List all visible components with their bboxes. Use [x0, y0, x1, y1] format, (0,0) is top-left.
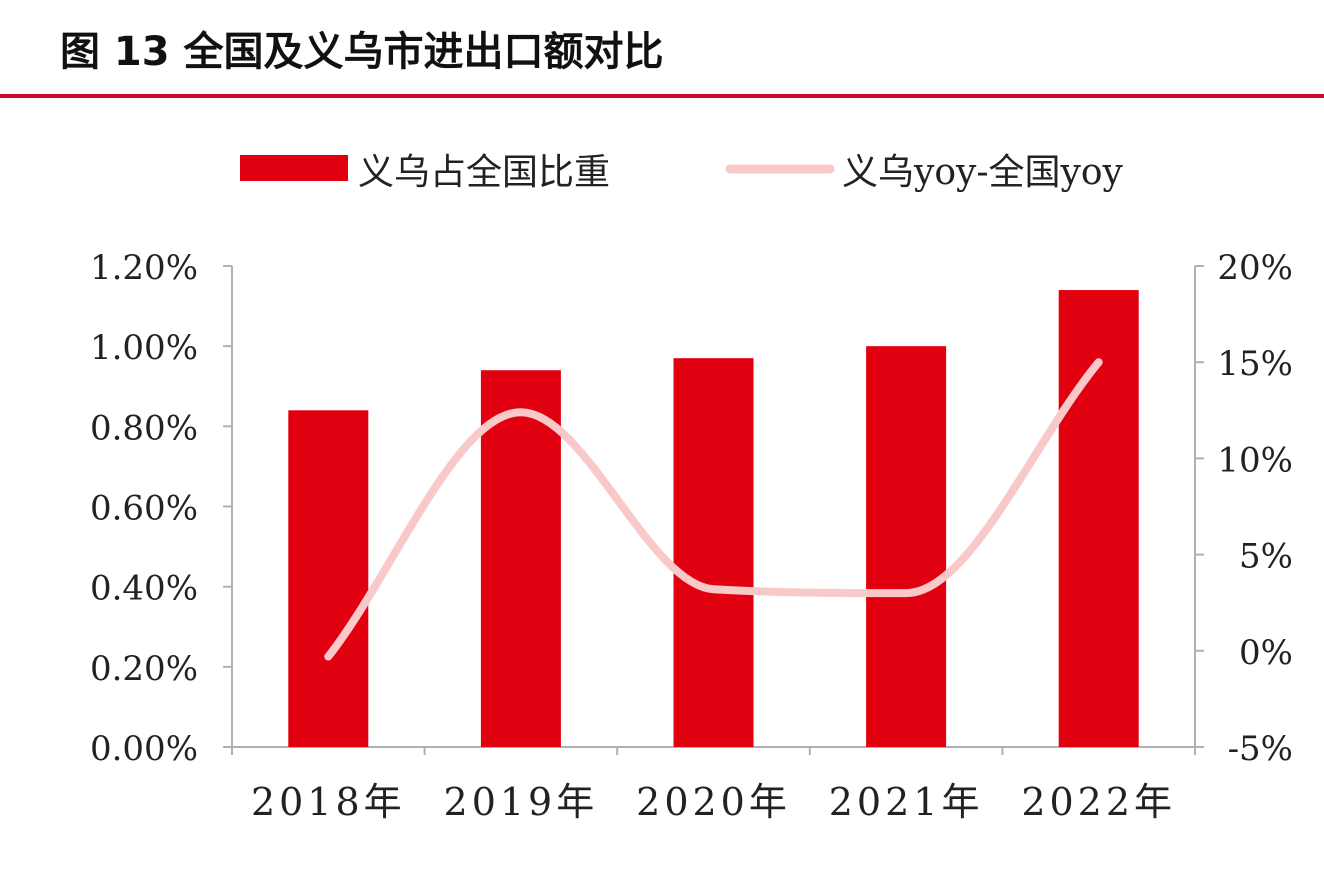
legend: 义乌占全国比重 义乌yoy-全国yoy	[240, 152, 1124, 193]
x-tick-label: 2018年	[251, 780, 406, 824]
left-tick-label: 0.40%	[90, 569, 198, 609]
x-tick-label: 2020年	[636, 780, 791, 824]
left-tick-label: 1.20%	[90, 248, 198, 288]
bar-2019年	[480, 370, 561, 747]
figure-title: 图 13 全国及义乌市进出口额对比	[60, 29, 664, 75]
right-tick-label: 5%	[1239, 537, 1293, 577]
right-tick-label: 15%	[1217, 344, 1293, 384]
right-tick-label: -5%	[1228, 729, 1293, 769]
legend-bar-swatch	[240, 155, 348, 181]
bar-2021年	[866, 346, 947, 747]
yoy-diff-line	[324, 358, 1103, 661]
x-tick-label: 2022年	[1021, 780, 1176, 824]
right-tick-label: 20%	[1217, 248, 1293, 288]
right-tick-label: 0%	[1239, 633, 1293, 673]
tick-labels: 0.00% 0.20% 0.40% 0.60% 0.80% 1.00% 1.20% -5% 0%…	[90, 248, 1293, 824]
left-tick-label: 0.00%	[90, 729, 198, 769]
x-tick-label: 2019年	[444, 780, 599, 824]
bar-2020年	[673, 358, 754, 747]
title-rule	[0, 94, 1324, 98]
x-tick-label: 2021年	[829, 780, 984, 824]
bar-2018年	[288, 410, 369, 747]
line-series	[324, 358, 1103, 661]
legend-line-label: 义乌yoy-全国yoy	[842, 152, 1124, 193]
left-tick-label: 0.20%	[90, 649, 198, 689]
legend-bar-label: 义乌占全国比重	[358, 152, 610, 193]
left-tick-label: 1.00%	[90, 328, 198, 368]
right-tick-label: 10%	[1217, 440, 1293, 480]
left-tick-label: 0.60%	[90, 489, 198, 529]
bar-series	[288, 290, 1139, 747]
left-tick-label: 0.80%	[90, 408, 198, 448]
